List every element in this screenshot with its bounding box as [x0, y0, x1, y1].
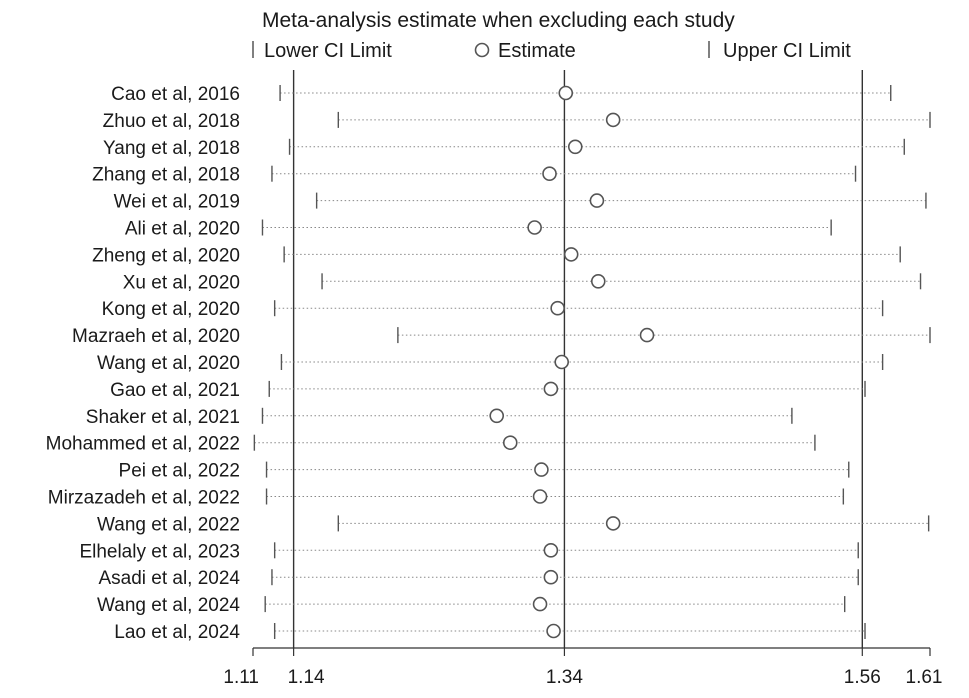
legend-lower-label: Lower CI Limit: [264, 40, 392, 62]
study-row: Wang et al, 2024: [97, 595, 846, 616]
study-label: Pei et al, 2022: [119, 461, 240, 482]
estimate-marker: [502, 435, 518, 451]
estimate-marker: [605, 516, 621, 531]
estimate-marker: [534, 462, 549, 477]
study-label: Yang et al, 2018: [103, 138, 240, 159]
study-label: Wang et al, 2020: [97, 353, 240, 374]
estimate-marker: [532, 489, 548, 504]
study-row: Zhuo et al, 2018: [103, 111, 931, 132]
study-row: Cao et al, 2016: [111, 84, 892, 105]
study-row: Mohammed et al, 2022: [46, 434, 816, 455]
study-label: Elhelaly et al, 2023: [79, 541, 240, 562]
study-row: Elhelaly et al, 2023: [79, 541, 859, 562]
legend-estimate-marker: [474, 42, 490, 58]
estimate-marker: [639, 327, 655, 343]
estimate-marker: [550, 300, 565, 316]
study-label: Shaker et al, 2021: [86, 407, 240, 428]
study-label: Wei et al, 2019: [114, 192, 240, 213]
study-row: Mazraeh et al, 2020: [72, 326, 931, 347]
estimate-marker: [543, 569, 559, 585]
study-label: Mazraeh et al, 2020: [72, 326, 240, 347]
estimate-marker: [542, 166, 557, 181]
estimate-marker: [554, 354, 570, 370]
study-label: Xu et al, 2020: [123, 272, 240, 293]
study-row: Asadi et al, 2024: [98, 568, 859, 589]
estimate-marker: [589, 193, 605, 208]
study-label: Wang et al, 2024: [97, 595, 240, 616]
study-label: Gao et al, 2021: [110, 380, 240, 401]
estimate-marker: [567, 139, 583, 155]
study-row: Shaker et al, 2021: [86, 407, 793, 428]
estimate-marker: [563, 247, 579, 262]
study-label: Cao et al, 2016: [111, 84, 240, 105]
study-row: Pei et al, 2022: [119, 461, 850, 482]
study-label: Mohammed et al, 2022: [46, 434, 240, 455]
study-row: Zheng et al, 2020: [92, 245, 901, 266]
study-row: Wang et al, 2020: [97, 353, 884, 374]
legend-upper-label: Upper CI Limit: [723, 40, 851, 62]
x-tick-label: 1.34: [546, 667, 583, 688]
study-label: Asadi et al, 2024: [98, 568, 240, 589]
study-row: Xu et al, 2020: [123, 272, 922, 293]
legend-estimate-label: Estimate: [498, 40, 576, 62]
study-label: Zhuo et al, 2018: [103, 111, 240, 132]
chart-title: Meta-analysis estimate when excluding ea…: [262, 9, 735, 32]
x-tick-label: 1.56: [844, 667, 881, 688]
study-label: Wang et al, 2022: [97, 514, 240, 535]
study-label: Lao et al, 2024: [114, 622, 240, 643]
x-tick-label: 1.14: [288, 667, 325, 688]
study-label: Ali et al, 2020: [125, 219, 240, 240]
estimate-marker: [558, 85, 574, 101]
estimate-marker: [543, 381, 559, 397]
study-label: Zheng et al, 2020: [92, 245, 240, 266]
study-row: Mirzazadeh et al, 2022: [48, 488, 845, 509]
reference-lines: [292, 70, 863, 648]
study-row: Zhang et al, 2018: [92, 165, 857, 186]
estimate-marker: [546, 623, 561, 639]
study-label: Kong et al, 2020: [102, 299, 240, 320]
estimate-marker: [543, 542, 559, 558]
estimate-marker: [605, 112, 621, 128]
study-row: Yang et al, 2018: [103, 138, 905, 159]
legend: Lower CI Limit Estimate Upper CI Limit: [252, 40, 851, 62]
study-rows: Cao et al, 2016 Zhuo et al, 2018 Yang et a…: [46, 84, 931, 643]
estimate-marker: [532, 596, 548, 612]
study-label: Mirzazadeh et al, 2022: [48, 488, 240, 509]
study-row: Gao et al, 2021: [110, 380, 866, 401]
x-tick-label: 1.11: [223, 667, 259, 688]
study-row: Wei et al, 2019: [114, 192, 927, 213]
estimate-marker: [527, 220, 542, 235]
study-row: Wang et al, 2022: [97, 514, 930, 535]
study-row: Ali et al, 2020: [125, 219, 832, 240]
x-tick-label: 1.61: [906, 667, 943, 688]
estimate-marker: [590, 273, 606, 289]
study-row: Lao et al, 2024: [114, 622, 866, 643]
study-row: Kong et al, 2020: [102, 299, 884, 320]
study-label: Zhang et al, 2018: [92, 165, 240, 186]
estimate-marker: [489, 408, 505, 424]
x-axis-ticks: 1.11 1.14 1.34 1.56 1.61: [223, 648, 942, 688]
